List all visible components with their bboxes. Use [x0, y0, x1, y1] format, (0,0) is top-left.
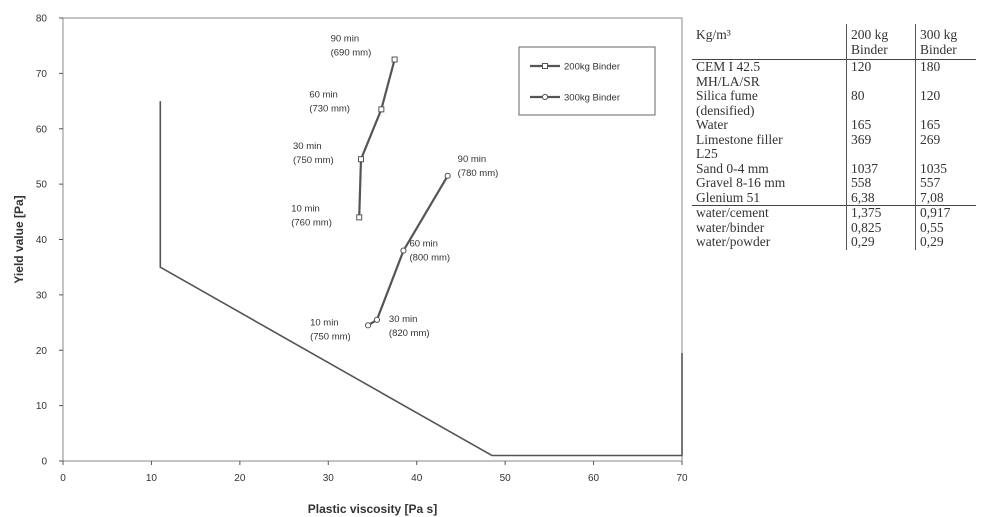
- header-200kg: 200 kg Binder: [846, 24, 916, 60]
- y-tick-label: 50: [36, 180, 48, 191]
- ratio-row: water/cement 1,375 0,917: [692, 205, 976, 221]
- table-cell-value: 120: [915, 88, 976, 118]
- table-cell-label: water/cement: [696, 205, 769, 220]
- legend-box: [518, 46, 656, 116]
- x-tick-label: 0: [60, 473, 66, 484]
- ratio-row: water/powder 0,29 0,29: [692, 234, 976, 250]
- table-cell-label: Glenium 51: [696, 189, 761, 205]
- table-cell-value: 7,08: [915, 190, 976, 206]
- table-cell-label: Sand 0-4 mm: [696, 160, 769, 176]
- table-cell-value: 0,29: [846, 234, 916, 250]
- data-point: [373, 316, 381, 323]
- data-label-time: 10 min: [310, 317, 339, 328]
- y-tick-label: 30: [36, 290, 48, 301]
- table-cell-value: 0,917: [915, 205, 976, 221]
- sef-region-boundary: [159, 101, 683, 457]
- series-line-2: [367, 175, 449, 327]
- legend-entry: 200kg Binder: [564, 62, 620, 73]
- table-cell-value: 369: [846, 132, 916, 162]
- table-row: Water 165 165: [692, 117, 976, 133]
- data-label-spread: (730 mm): [309, 103, 350, 114]
- table-header-row: Kg/m³ 200 kg Binder 300 kg Binder: [692, 24, 976, 60]
- table-cell-label: Silica fume (densified): [696, 88, 758, 118]
- data-point: [391, 56, 398, 63]
- x-tick-label: 60: [588, 473, 600, 484]
- data-label-time: 30 min: [389, 314, 418, 325]
- table-row: Sand 0-4 mm 1037 1035: [692, 160, 976, 176]
- data-label-time: 90 min: [458, 154, 487, 165]
- x-tick-label: 50: [500, 473, 512, 484]
- y-tick-label: 80: [36, 14, 48, 25]
- data-label-time: 30 min: [293, 141, 322, 152]
- table-cell-value: 558: [846, 175, 916, 191]
- y-axis-label: Yield value [Pa]: [12, 195, 26, 283]
- data-label-spread: (760 mm): [291, 217, 332, 228]
- y-tick-label: 70: [36, 69, 48, 80]
- y-tick-label: 10: [36, 401, 48, 412]
- table-cell-value: 557: [915, 175, 976, 191]
- table-row: Silica fume (densified) 80 120: [692, 88, 976, 118]
- table-cell-value: 165: [846, 117, 916, 133]
- table-cell-value: 6,38: [846, 190, 916, 206]
- table-cell-label: CEM I 42.5 MH/LA/SR: [696, 59, 761, 89]
- series-line-1: [358, 59, 396, 218]
- table-cell-label: water/powder: [696, 234, 771, 249]
- legend-marker: [541, 93, 549, 101]
- x-tick-label: 10: [146, 473, 158, 484]
- data-label-time: 60 min: [309, 89, 338, 100]
- table-cell-value: 120: [846, 59, 916, 89]
- header-unit: Kg/m³: [696, 27, 731, 42]
- table-cell-value: 269: [915, 132, 976, 162]
- data-point: [444, 172, 451, 179]
- table-row: CEM I 42.5 MH/LA/SR 120 180: [692, 59, 976, 89]
- data-label-spread: (690 mm): [331, 48, 372, 59]
- y-tick-label: 0: [41, 457, 47, 468]
- data-point: [356, 214, 363, 221]
- data-label-spread: (820 mm): [389, 328, 430, 339]
- data-point: [364, 322, 372, 329]
- data-label-spread: (800 mm): [409, 253, 450, 264]
- data-label-time: 10 min: [291, 203, 320, 214]
- data-point: [378, 106, 385, 113]
- x-tick-label: 30: [323, 473, 335, 484]
- table-cell-value: 80: [846, 88, 916, 118]
- table-cell-value: 1035: [915, 161, 976, 176]
- table-row: Limestone filler L25 369 269: [692, 131, 976, 162]
- table-cell-value: 0,825: [846, 220, 916, 235]
- header-300kg: 300 kg Binder: [915, 24, 976, 60]
- x-tick-label: 70: [676, 473, 688, 484]
- x-tick-label: 40: [411, 473, 423, 484]
- y-tick-label: 20: [36, 346, 48, 357]
- data-label-time: 90 min: [331, 34, 360, 45]
- x-axis-label: Plastic viscosity [Pa s]: [308, 502, 437, 516]
- table-cell-value: 0,55: [915, 220, 976, 235]
- data-label-spread: (750 mm): [310, 331, 351, 342]
- mix-design-table: Kg/m³ 200 kg Binder 300 kg Binder CEM I 42…: [692, 24, 976, 250]
- table-cell-label: Gravel 8-16 mm: [696, 175, 786, 190]
- table-cell-value: 1,375: [846, 205, 916, 221]
- legend-entry: 300kg Binder: [564, 93, 620, 104]
- table-cell-label: water/binder: [696, 219, 765, 235]
- table-row: Glenium 51 6,38 7,08: [692, 189, 976, 206]
- table-cell-value: 1037: [846, 161, 916, 176]
- table-cell-label: Water: [696, 117, 728, 132]
- data-point: [400, 247, 407, 254]
- table-cell-value: 165: [915, 117, 976, 133]
- legend-marker: [542, 63, 548, 69]
- table-cell-value: 0,29: [915, 234, 976, 250]
- y-tick-label: 40: [36, 235, 48, 246]
- ratio-row: water/binder 0,825 0,55: [692, 219, 976, 235]
- data-label-spread: (780 mm): [458, 168, 499, 179]
- table-cell-label: Limestone filler L25: [696, 131, 783, 161]
- table-cell-value: 180: [915, 59, 976, 89]
- data-point: [358, 156, 365, 163]
- data-label-time: 60 min: [409, 239, 438, 250]
- y-tick-label: 60: [36, 124, 48, 135]
- data-label-spread: (750 mm): [293, 155, 334, 166]
- x-tick-label: 20: [234, 473, 246, 484]
- table-row: Gravel 8-16 mm 558 557: [692, 175, 976, 191]
